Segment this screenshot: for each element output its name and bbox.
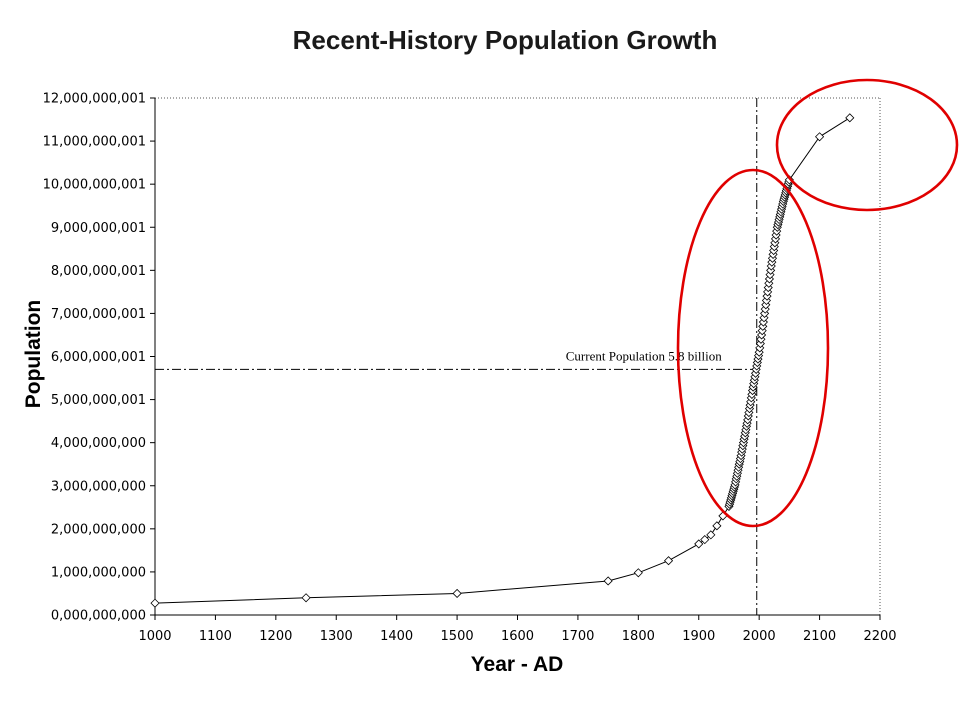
x-tick-label: 1800: [622, 629, 655, 644]
annotation-layer: Current Population 5.8 billion: [566, 348, 722, 363]
series-line: [154, 117, 851, 604]
data-point: [762, 291, 772, 301]
x-tick-label: 2100: [803, 629, 836, 644]
data-point: [757, 326, 767, 336]
x-tick-label: 1000: [138, 629, 171, 644]
data-point: [815, 132, 825, 142]
data-point: [757, 330, 767, 340]
x-tick-label: 1300: [320, 629, 353, 644]
x-tick-label: 2200: [863, 629, 896, 644]
data-point: [633, 568, 643, 578]
data-point: [758, 317, 768, 327]
data-point: [150, 598, 160, 608]
y-tick-label: 12,000,000,001: [43, 92, 146, 107]
x-tick-label: 1900: [682, 629, 715, 644]
data-point: [694, 539, 704, 549]
data-point: [761, 300, 771, 310]
data-point: [764, 274, 775, 284]
y-tick-label: 1,000,000,000: [51, 565, 146, 580]
y-tick-label: 8,000,000,001: [51, 264, 146, 279]
y-tick-label: 10,000,000,001: [43, 178, 146, 193]
data-point: [755, 343, 765, 353]
current-population-annotation: Current Population 5.8 billion: [566, 348, 722, 363]
y-tick-label: 6,000,000,001: [51, 350, 146, 365]
y-tick-label: 4,000,000,000: [51, 436, 146, 451]
y-tick-label: 9,000,000,001: [51, 221, 146, 236]
data-point: [706, 530, 716, 540]
x-tick-label: 2000: [743, 629, 776, 644]
y-tick-label: 0,000,000,000: [51, 609, 146, 624]
chart-title: Recent-History Population Growth: [293, 25, 718, 55]
y-tick-label: 5,000,000,001: [51, 393, 146, 408]
data-point: [663, 556, 674, 566]
x-tick-label: 1600: [501, 629, 534, 644]
x-tick-label: 1400: [380, 629, 413, 644]
x-tick-label: 1700: [561, 629, 594, 644]
series-layer: [150, 113, 855, 608]
data-point: [603, 576, 613, 586]
y-tick-label: 7,000,000,001: [51, 307, 146, 322]
x-axis-title: Year - AD: [471, 653, 564, 676]
x-tick-label: 1100: [199, 629, 232, 644]
y-axis-title: Population: [22, 300, 45, 409]
x-tick-label: 1500: [441, 629, 474, 644]
y-tick-label: 3,000,000,000: [51, 479, 146, 494]
y-axis-ticks: 0,000,000,000 1,000,000,000 2,000,000,000 3…: [43, 92, 155, 624]
y-tick-label: 11,000,000,001: [43, 135, 146, 150]
highlight-ellipse-plateau: [775, 78, 959, 212]
data-point: [845, 113, 855, 123]
y-tick-label: 2,000,000,000: [51, 522, 146, 537]
data-point: [301, 593, 311, 603]
highlight-ellipse-growth: [676, 168, 830, 528]
data-point: [700, 535, 710, 545]
data-point: [760, 304, 770, 314]
x-axis-ticks: 1000 1100 1200 1300 1400 1500 1600 1700 1800 1900…: [138, 615, 897, 644]
data-point: [764, 278, 774, 288]
data-point: [766, 265, 776, 275]
data-point: [712, 521, 722, 531]
data-point: [452, 588, 462, 599]
x-tick-label: 1200: [259, 629, 292, 644]
